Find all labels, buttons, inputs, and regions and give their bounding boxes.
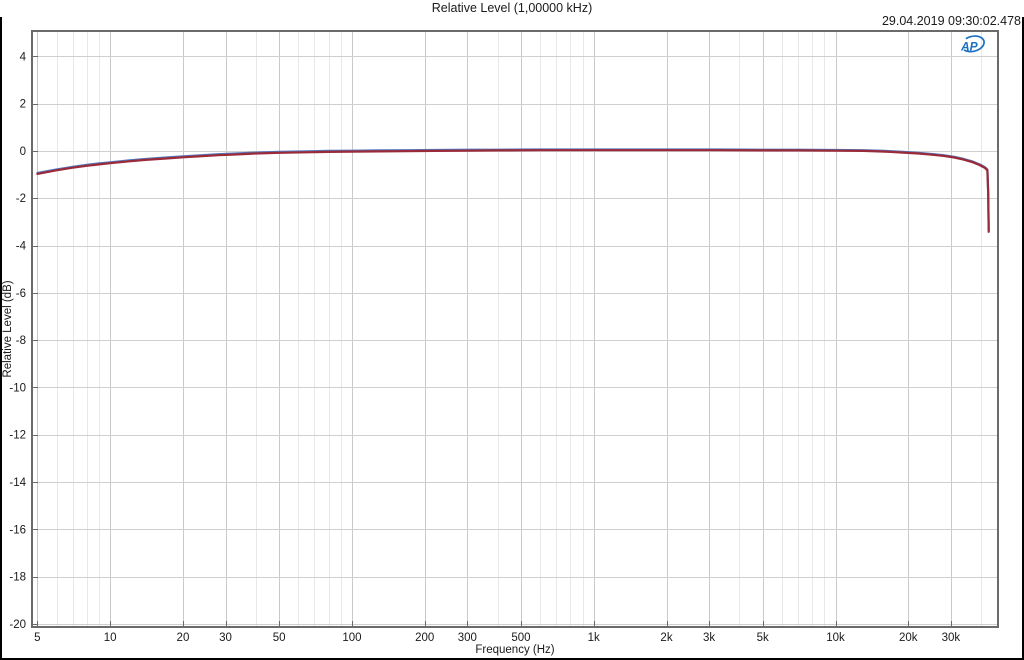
x-tick-label: 100 [342,632,361,644]
y-tick-label: -10 [9,382,26,394]
y-tick-label: -4 [16,241,27,253]
y-tick-label: 4 [20,51,27,63]
x-tick-label: 2k [660,632,672,644]
response-curve-trace-blue [36,148,990,232]
logo-swoosh-icon [963,35,985,53]
x-tick-label: 500 [511,632,530,644]
outer-frame [0,17,1024,660]
x-tick-label: 5 [34,632,40,644]
x-tick-label: 30k [942,632,961,644]
x-axis-title: Frequency (Hz) [475,644,555,656]
x-tick-label: 5k [757,632,769,644]
x-tick-label: 50 [273,632,286,644]
x-tick-label: 30 [219,632,232,644]
x-tick-label: 10 [104,632,117,644]
x-tick-label: 20k [899,632,918,644]
chart-title: Relative Level (1,00000 kHz) [431,1,593,15]
y-tick-label: -6 [16,288,26,300]
y-tick-label: -8 [16,335,26,347]
x-tick-label: 10k [826,632,845,644]
y-tick-label: -14 [9,477,26,489]
y-tick-label: 0 [20,146,26,158]
y-axis-title: Relative Level (dB) [2,280,14,378]
x-tick-label: 20 [177,632,190,644]
y-tick-label: -12 [9,430,26,442]
x-tick-label: 3k [703,632,715,644]
x-tick-label: 1k [588,632,600,644]
y-tick-label: -18 [9,572,26,584]
y-tick-label: -16 [9,524,26,536]
audio-precision-logo: AP [960,35,985,54]
timestamp: 29.04.2019 09:30:02.478 [881,14,1021,28]
y-tick-label: 2 [20,99,26,111]
y-tick-label: -2 [16,193,26,205]
y-tick-label: -20 [9,619,26,631]
response-curve-trace-red [36,149,990,233]
x-tick-label: 200 [415,632,434,644]
plot-border [31,30,999,628]
logo-text: AP [960,40,979,54]
x-tick-label: 300 [458,632,477,644]
